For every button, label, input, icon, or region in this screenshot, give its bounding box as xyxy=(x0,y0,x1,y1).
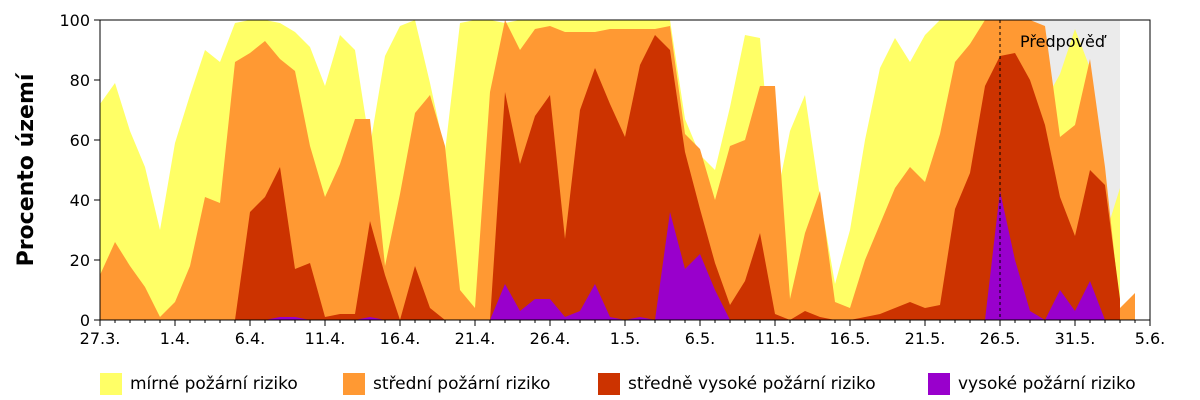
legend-swatch xyxy=(100,373,122,395)
y-tick-label: 80 xyxy=(70,71,90,90)
legend-swatch xyxy=(343,373,365,395)
legend-item-3: středně vysoké požární riziko xyxy=(598,368,876,400)
x-tick-label: 16.4. xyxy=(380,329,421,348)
x-tick-label: 26.4. xyxy=(530,329,571,348)
legend-item-4: vysoké požární riziko xyxy=(928,368,1136,400)
legend-item-1: mírné požární riziko xyxy=(100,368,298,400)
x-tick-label: 21.5. xyxy=(905,329,946,348)
y-tick-label: 40 xyxy=(70,191,90,210)
x-tick-label: 1.5. xyxy=(610,329,641,348)
x-tick-label: 16.5. xyxy=(830,329,871,348)
x-tick-label: 11.5. xyxy=(755,329,796,348)
legend-item-2: střední požární riziko xyxy=(343,368,550,400)
x-tick-label: 1.4. xyxy=(160,329,191,348)
y-tick-label: 100 xyxy=(59,11,90,30)
y-axis-label: Procento území xyxy=(14,72,39,266)
legend-label: mírné požární riziko xyxy=(130,374,298,394)
x-tick-label: 6.4. xyxy=(235,329,266,348)
legend-swatch xyxy=(928,373,950,395)
x-tick-label: 26.5. xyxy=(980,329,1021,348)
x-tick-label: 31.5. xyxy=(1055,329,1096,348)
x-tick-label: 5.6. xyxy=(1135,329,1166,348)
legend-swatch xyxy=(598,373,620,395)
x-tick-label: 21.4. xyxy=(455,329,496,348)
forecast-label: Předpověď xyxy=(1020,32,1107,51)
legend-label: středně vysoké požární riziko xyxy=(628,374,876,394)
area-series-3 xyxy=(100,35,1120,320)
fire-risk-chart: Předpověď 0 20 40 60 80 100 27.3. 1.4. 6.4. 11.4.… xyxy=(14,11,1166,348)
x-tick-label: 6.5. xyxy=(685,329,716,348)
legend-label: střední požární riziko xyxy=(373,374,551,394)
y-tick-label: 20 xyxy=(70,251,90,270)
y-tick-label: 60 xyxy=(70,131,90,150)
chart-legend: mírné požární riziko střední požární rizi… xyxy=(0,368,1200,400)
x-tick-label: 11.4. xyxy=(305,329,346,348)
x-tick-label: 27.3. xyxy=(80,329,121,348)
legend-label: vysoké požární riziko xyxy=(958,374,1136,394)
y-tick-label: 0 xyxy=(80,311,90,330)
